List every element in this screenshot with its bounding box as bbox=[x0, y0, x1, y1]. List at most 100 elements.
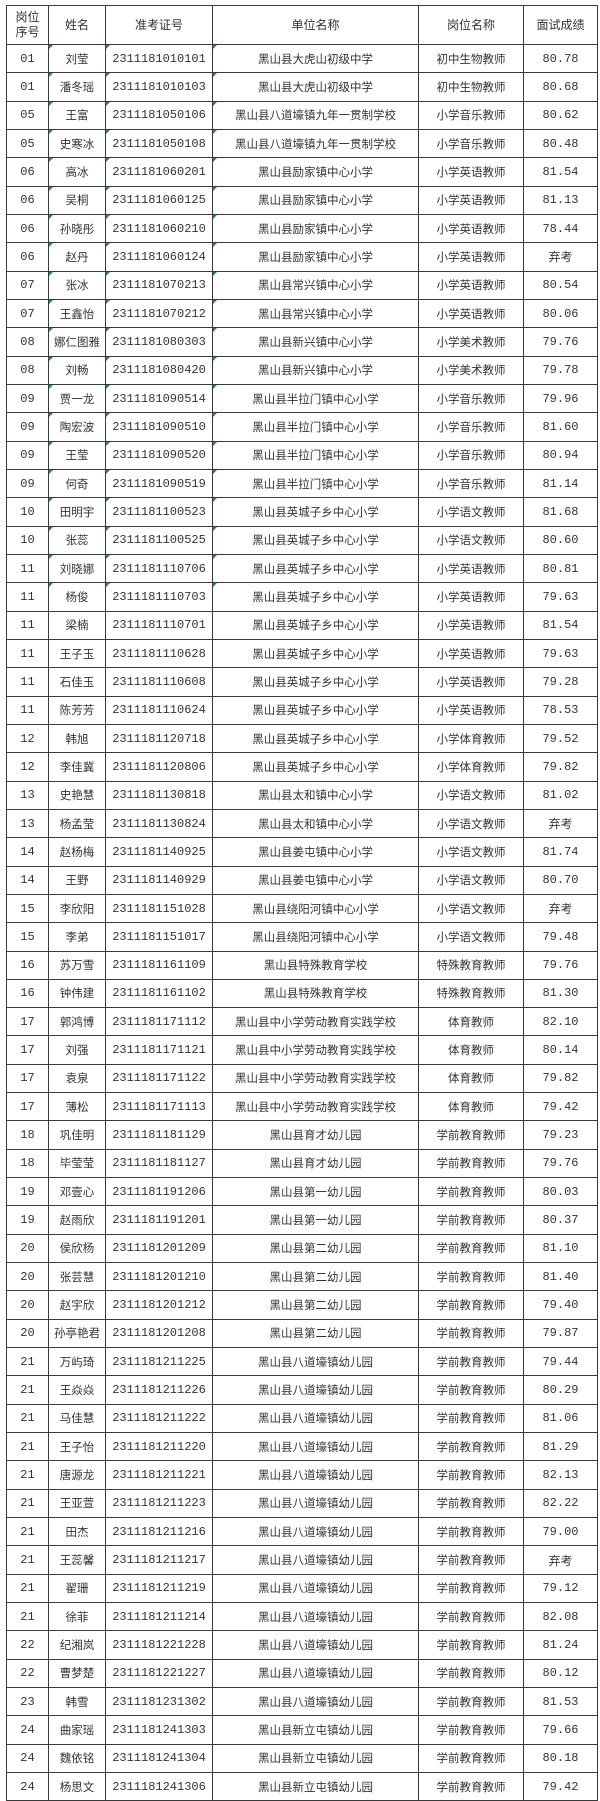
position-name-cell: 小学体育教师 bbox=[418, 752, 524, 782]
position-no-cell: 16 bbox=[6, 950, 49, 980]
score-cell: 80.14 bbox=[523, 1035, 598, 1065]
position-name-cell: 小学英语教师 bbox=[418, 638, 524, 669]
name-cell: 毕莹莹 bbox=[48, 1148, 106, 1179]
name-cell: 王亚萱 bbox=[48, 1488, 106, 1519]
score-cell: 81.06 bbox=[523, 1403, 598, 1434]
position-name-cell: 小学音乐教师 bbox=[418, 440, 524, 470]
score-cell: 80.29 bbox=[523, 1375, 598, 1405]
position-no-cell: 10 bbox=[6, 497, 49, 527]
name-cell: 侯欣杨 bbox=[48, 1233, 106, 1264]
ticket-no-cell: 2311181211220 bbox=[105, 1432, 213, 1462]
unit-name-cell: 黑山县励家镇中心小学 bbox=[212, 185, 419, 215]
unit-name-cell: 黑山县新兴镇中心小学 bbox=[212, 327, 419, 357]
position-no-cell: 23 bbox=[6, 1687, 49, 1717]
position-no-cell: 13 bbox=[6, 780, 49, 810]
ticket-no-cell: 2311181211221 bbox=[105, 1460, 213, 1490]
position-name-cell: 小学美术教师 bbox=[418, 355, 524, 385]
table-row: 08 娜仁图雅 2311181080303 黑山县新兴镇中心小学 小学美术教师 79.76 bbox=[6, 327, 598, 357]
position-no-cell: 15 bbox=[6, 922, 49, 952]
position-name-cell: 小学英语教师 bbox=[418, 213, 524, 244]
position-no-cell: 24 bbox=[6, 1715, 49, 1745]
position-name-cell: 学前教育教师 bbox=[418, 1120, 524, 1150]
table-row: 11 杨俊 2311181110703 黑山县英城子乡中心小学 小学英语教师 79.63 bbox=[6, 582, 598, 612]
name-cell: 吴桐 bbox=[48, 185, 106, 215]
table-row: 08 刘畅 2311181080420 黑山县新兴镇中心小学 小学美术教师 79.78 bbox=[6, 355, 598, 385]
ticket-no-cell: 2311181080420 bbox=[105, 355, 213, 385]
position-name-cell: 学前教育教师 bbox=[418, 1318, 524, 1349]
score-cell: 79.82 bbox=[523, 752, 598, 782]
position-no-cell: 17 bbox=[6, 1007, 49, 1037]
score-cell: 79.76 bbox=[523, 1148, 598, 1179]
name-cell: 梁楠 bbox=[48, 610, 106, 640]
ticket-no-cell: 2311181151017 bbox=[105, 922, 213, 952]
ticket-no-cell: 2311181060201 bbox=[105, 157, 213, 187]
table-row: 05 史寒冰 2311181050108 黑山县八道壕镇九年一贯制学校 小学音乐教师 80… bbox=[6, 128, 598, 159]
ticket-no-cell: 2311181161102 bbox=[105, 978, 213, 1009]
name-cell: 史寒冰 bbox=[48, 128, 106, 159]
position-no-cell: 21 bbox=[6, 1573, 49, 1604]
ticket-no-cell: 2311181171122 bbox=[105, 1063, 213, 1094]
table-row: 21 王子怡 2311181211220 黑山县八道壕镇幼儿园 学前教育教师 81.29 bbox=[6, 1432, 598, 1462]
position-no-cell: 17 bbox=[6, 1063, 49, 1094]
table-row: 21 翟珊 2311181211219 黑山县八道壕镇幼儿园 学前教育教师 79.12 bbox=[6, 1573, 598, 1604]
unit-name-cell: 黑山县八道壕镇幼儿园 bbox=[212, 1460, 419, 1490]
score-cell: 79.40 bbox=[523, 1290, 598, 1320]
name-cell: 孙亭艳君 bbox=[48, 1318, 106, 1349]
position-name-cell: 小学英语教师 bbox=[418, 582, 524, 612]
name-cell: 纪湘岚 bbox=[48, 1630, 106, 1660]
table-row: 15 李弟 2311181151017 黑山县绕阳河镇中心小学 小学语文教师 79.48 bbox=[6, 922, 598, 952]
score-cell: 81.10 bbox=[523, 1233, 598, 1264]
ticket-no-cell: 2311181090519 bbox=[105, 468, 213, 499]
name-cell: 李佳冀 bbox=[48, 752, 106, 782]
score-cell: 80.70 bbox=[523, 865, 598, 895]
position-no-cell: 20 bbox=[6, 1318, 49, 1349]
ticket-no-cell: 2311181191201 bbox=[105, 1205, 213, 1235]
table-row: 22 曹梦楚 2311181221227 黑山县八道壕镇幼儿园 学前教育教师 80.12 bbox=[6, 1658, 598, 1689]
position-name-cell: 小学英语教师 bbox=[418, 185, 524, 215]
table-row: 01 潘冬瑶 2311181010103 黑山县大虎山初级中学 初中生物教师 80.68 bbox=[6, 72, 598, 102]
unit-name-cell: 黑山县八道壕镇幼儿园 bbox=[212, 1573, 419, 1604]
table-row: 23 韩雪 2311181231302 黑山县八道壕镇幼儿园 学前教育教师 81.53 bbox=[6, 1687, 598, 1717]
name-cell: 赵丹 bbox=[48, 242, 106, 272]
position-name-cell: 体育教师 bbox=[418, 1035, 524, 1065]
unit-name-cell: 黑山县特殊教育学校 bbox=[212, 978, 419, 1009]
position-name-cell: 学前教育教师 bbox=[418, 1602, 524, 1632]
table-row: 19 赵雨欣 2311181191201 黑山县第一幼儿园 学前教育教师 80.37 bbox=[6, 1205, 598, 1235]
unit-name-cell: 黑山县姜屯镇中心小学 bbox=[212, 865, 419, 895]
ticket-no-cell: 2311181171112 bbox=[105, 1007, 213, 1037]
position-no-cell: 09 bbox=[6, 440, 49, 470]
position-no-cell: 20 bbox=[6, 1262, 49, 1292]
unit-name-cell: 黑山县励家镇中心小学 bbox=[212, 157, 419, 187]
position-no-cell: 21 bbox=[6, 1545, 49, 1575]
table-row: 10 张蕊 2311181100525 黑山县英城子乡中心小学 小学语文教师 80.60 bbox=[6, 525, 598, 555]
score-cell: 弃考 bbox=[523, 242, 598, 272]
unit-name-cell: 黑山县英城子乡中心小学 bbox=[212, 553, 419, 584]
name-cell: 赵杨梅 bbox=[48, 837, 106, 867]
score-cell: 82.10 bbox=[523, 1007, 598, 1037]
unit-name-cell: 黑山县第二幼儿园 bbox=[212, 1290, 419, 1320]
score-cell: 80.48 bbox=[523, 128, 598, 159]
unit-name-cell: 黑山县中小学劳动教育实践学校 bbox=[212, 1092, 419, 1122]
table-row: 07 王鑫怡 2311181070212 黑山县常兴镇中心小学 小学英语教师 80.06 bbox=[6, 298, 598, 329]
ticket-no-cell: 2311181070213 bbox=[105, 270, 213, 300]
position-name-cell: 小学语文教师 bbox=[418, 497, 524, 527]
ticket-no-cell: 2311181211223 bbox=[105, 1488, 213, 1519]
ticket-no-cell: 2311181110628 bbox=[105, 638, 213, 669]
unit-name-cell: 黑山县英城子乡中心小学 bbox=[212, 752, 419, 782]
position-no-cell: 19 bbox=[6, 1205, 49, 1235]
name-cell: 王焱焱 bbox=[48, 1375, 106, 1405]
position-name-cell: 小学语文教师 bbox=[418, 893, 524, 924]
position-no-cell: 09 bbox=[6, 412, 49, 442]
score-cell: 79.82 bbox=[523, 1063, 598, 1094]
score-cell: 81.29 bbox=[523, 1432, 598, 1462]
position-no-cell: 19 bbox=[6, 1177, 49, 1207]
unit-name-cell: 黑山县新立屯镇幼儿园 bbox=[212, 1772, 419, 1801]
table-row: 11 石佳玉 2311181110608 黑山县英城子乡中心小学 小学英语教师 79.28 bbox=[6, 667, 598, 697]
position-name-cell: 学前教育教师 bbox=[418, 1403, 524, 1434]
ticket-no-cell: 2311181110701 bbox=[105, 610, 213, 640]
name-cell: 史艳慧 bbox=[48, 780, 106, 810]
name-cell: 杨思文 bbox=[48, 1772, 106, 1801]
name-cell: 赵雨欣 bbox=[48, 1205, 106, 1235]
table-row: 15 李欣阳 2311181151028 黑山县绕阳河镇中心小学 小学语文教师 弃考 bbox=[6, 893, 598, 924]
score-cell: 82.22 bbox=[523, 1488, 598, 1519]
